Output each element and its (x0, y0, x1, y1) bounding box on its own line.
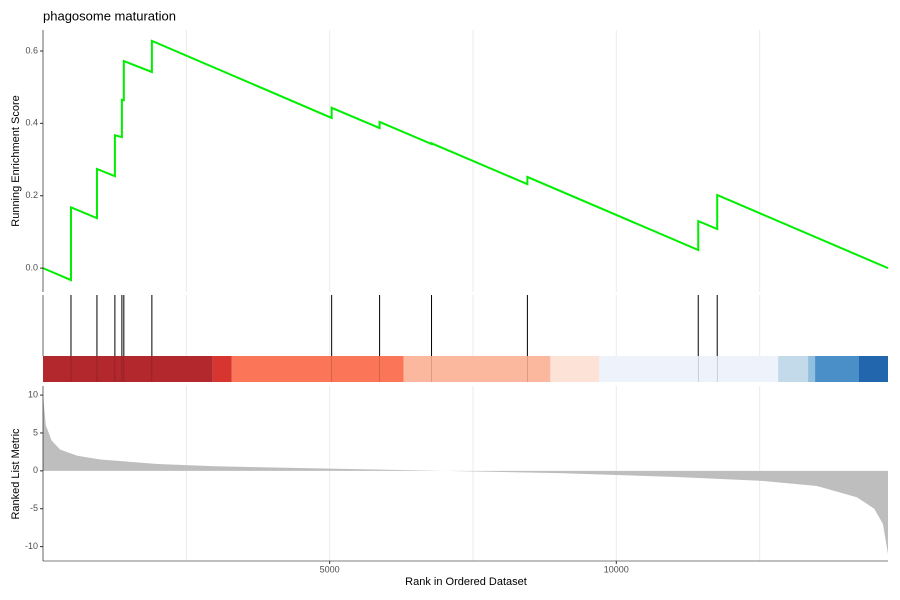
heatmap-segment (403, 356, 551, 382)
y-tick-label: 0.4 (25, 118, 38, 128)
y-tick-label: 5 (33, 427, 38, 437)
heatmap-segment (815, 356, 859, 382)
es-line (42, 39, 889, 282)
heatmap-segment (550, 356, 600, 382)
heatmap-segment (808, 356, 816, 382)
y-axis-title: Running Enrichment Score (10, 95, 22, 226)
y-tick-label: 10 (28, 389, 38, 399)
heatmap-segment (778, 356, 809, 382)
y-tick-label: -5 (30, 503, 38, 513)
y-tick-label: 0.6 (25, 45, 38, 55)
heatmap-segment (858, 356, 888, 382)
y-tick-label: 0.0 (25, 262, 38, 272)
x-tick-label: 5000 (320, 564, 340, 574)
y-axis-title: Ranked List Metric (10, 428, 22, 520)
chart-title: phagosome maturation (43, 8, 176, 23)
x-tick-label: 10000 (604, 564, 629, 574)
heatmap-segment (212, 356, 232, 382)
y-tick-label: 0.2 (25, 190, 38, 200)
y-tick-label: 0 (33, 465, 38, 475)
heatmap-segment (43, 356, 213, 382)
heatmap-segment (231, 356, 404, 382)
metric-area (43, 395, 888, 555)
x-axis-title: Rank in Ordered Dataset (405, 576, 527, 588)
heatmap-segment (599, 356, 779, 382)
y-tick-label: -10 (25, 541, 38, 551)
